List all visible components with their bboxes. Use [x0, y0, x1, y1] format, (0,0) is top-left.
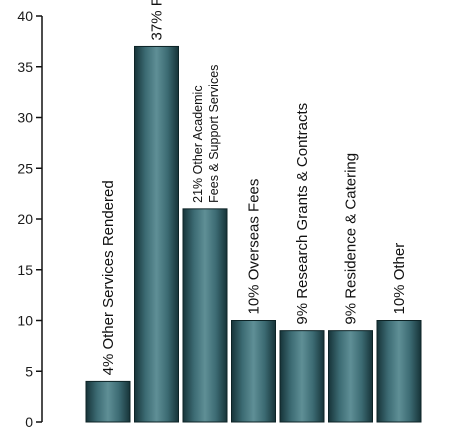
bar-label: 9% Residence & Catering — [343, 153, 360, 325]
bar-label: 10% Other — [391, 243, 408, 315]
y-tick-label: 20 — [17, 211, 33, 227]
bar-label: 9% Research Grants & Contracts — [294, 103, 311, 325]
bar — [182, 208, 228, 423]
bars — [85, 45, 422, 423]
bar — [85, 380, 131, 423]
y-tick-label: 5 — [25, 363, 33, 379]
bar-label: 37% Funding Council Grant — [149, 0, 166, 40]
y-tick-label: 0 — [25, 414, 33, 430]
bar — [231, 320, 276, 423]
y-tick-label: 30 — [17, 110, 33, 126]
y-tick-label: 25 — [17, 160, 33, 176]
bar — [376, 320, 422, 423]
y-axis: 0 5 10 15 20 25 30 35 40 — [17, 8, 43, 430]
y-tick-label: 15 — [17, 262, 33, 278]
bar-label: 21% Other Academic — [191, 85, 205, 202]
bar — [328, 330, 373, 423]
bar-label: 4% Other Services Rendered — [100, 180, 117, 375]
y-tick-label: 40 — [17, 8, 33, 24]
bar-label: Fees & Support Services — [207, 65, 221, 203]
bar-labels: 4% Other Services Rendered 37% Funding Co… — [100, 0, 408, 375]
bar — [134, 45, 179, 423]
bar — [279, 330, 325, 423]
y-tick-label: 10 — [17, 313, 33, 329]
y-tick-label: 35 — [17, 59, 33, 75]
bar-label: 10% Overseas Fees — [246, 179, 263, 315]
